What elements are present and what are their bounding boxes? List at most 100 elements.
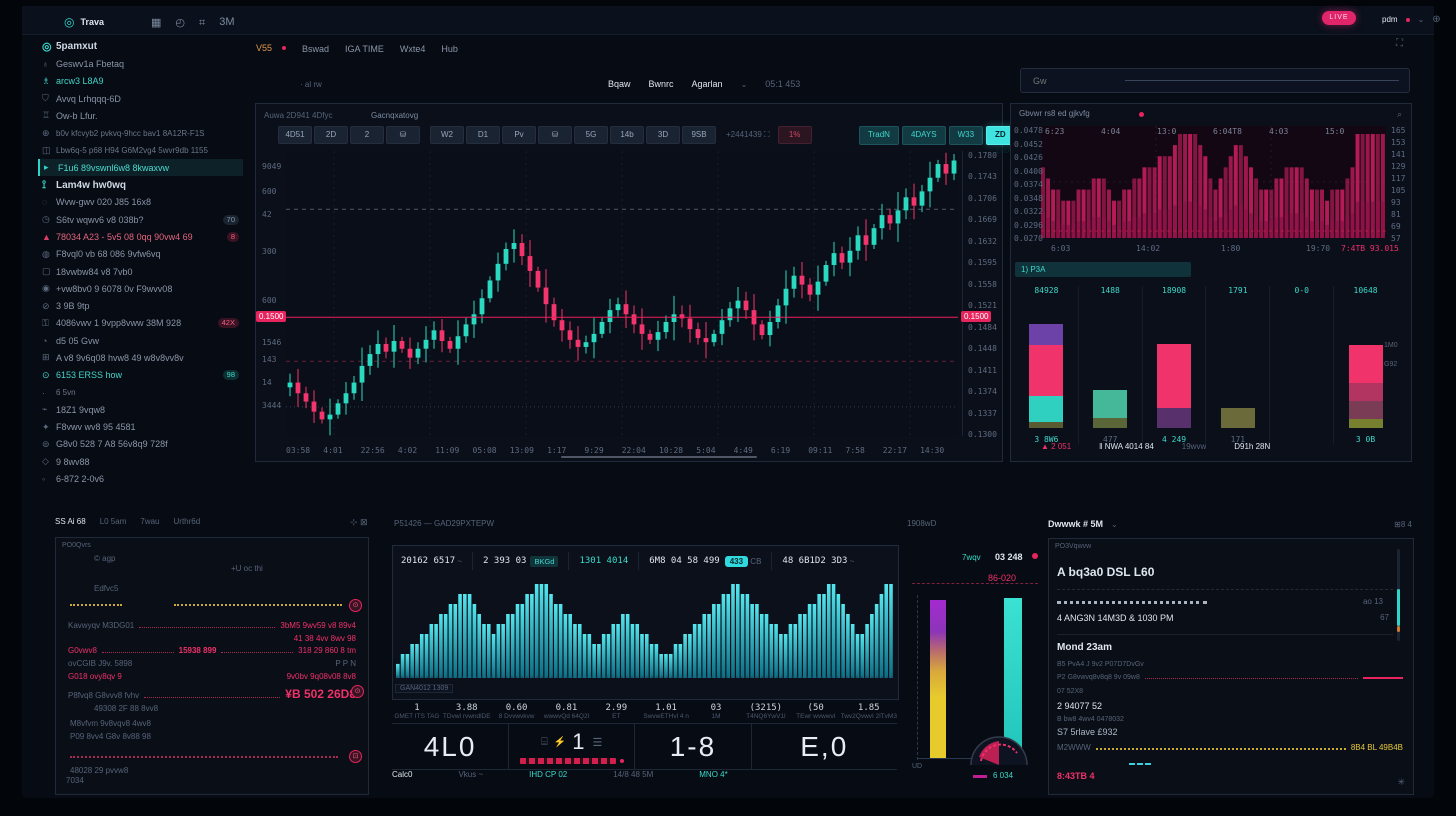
feed-item-9[interactable]: S7 5rlave £932 xyxy=(1057,727,1118,737)
breadcrumb-tab-1[interactable]: Bswad xyxy=(302,44,330,54)
sidebar-item[interactable]: ◦ 6-872 2-0v6 xyxy=(38,470,243,487)
sidebar-item[interactable]: ⊞ A v8 9v6q08 hvw8 49 w8v8vv8v xyxy=(38,349,243,366)
sidebar-item[interactable]: ♁ Geswv1a Fbetaq xyxy=(38,55,243,72)
links-caret-icon[interactable]: ⌄ xyxy=(740,79,748,89)
feed-item-7[interactable]: 2 94077 52 xyxy=(1057,701,1103,711)
sidebar-item[interactable]: ♗ arcw3 L8A9 xyxy=(38,73,243,90)
timeframe-button[interactable]: ⛁ xyxy=(386,126,420,144)
link-3[interactable]: Agarlan xyxy=(691,79,723,89)
apps-icon[interactable]: ▦ xyxy=(151,17,162,29)
timeframe-button[interactable]: Pv xyxy=(502,126,536,144)
feed-corner[interactable]: ⊞8 4 xyxy=(1394,519,1412,529)
alloc-column-2[interactable]: 1488 477 xyxy=(1077,286,1142,444)
volume-footer-item[interactable]: Vkus ~ xyxy=(458,770,484,779)
depth-chart[interactable] xyxy=(1041,126,1386,238)
timeframe-button[interactable]: 4D51 xyxy=(278,126,312,144)
sidebar-item[interactable]: ◉ +vw8bv0 9 6078 0v F9wvv08 xyxy=(38,280,243,297)
allocation-chart[interactable]: 84928 3 8W6 1488 477 18908 4 249 1791 171 0-0 106… xyxy=(1015,286,1397,444)
range-button[interactable]: TradN xyxy=(859,126,899,145)
user-name[interactable]: pdm xyxy=(1382,15,1398,24)
log-badge-2[interactable]: ⊙ xyxy=(351,685,364,698)
topbar-nav-label[interactable]: 3M xyxy=(219,16,235,28)
expand-icon[interactable]: ⛶ xyxy=(1396,38,1403,49)
log-d-icons[interactable]: P P N xyxy=(335,659,356,668)
log-corner-icons[interactable]: ⊹ ⊠ xyxy=(350,517,368,527)
timeframe-button[interactable]: 9SB xyxy=(682,126,716,144)
alert-button[interactable]: 1% xyxy=(777,126,812,144)
breadcrumb-tab-2[interactable]: IGA TIME xyxy=(345,44,384,54)
search-input[interactable] xyxy=(1031,74,1095,87)
sidebar-item[interactable]: ⊕ b0v kfcvyb2 pvkvq-9hcc bav1 8A12R-F1S xyxy=(38,124,243,141)
volume-footer-item[interactable]: IHD CP 02 xyxy=(529,770,568,779)
volume-footer-item[interactable]: 14/8 48 5M xyxy=(613,770,654,779)
grid-icon[interactable]: ⌗ xyxy=(199,17,206,29)
caret-down-icon[interactable]: ⌄ xyxy=(1417,15,1425,24)
sidebar-item[interactable]: ◎ 5pamxut xyxy=(38,38,243,55)
sidebar-item[interactable]: ⌁ 18Z1 9vqw8 xyxy=(38,401,243,418)
alloc-column-3[interactable]: 18908 4 249 xyxy=(1141,286,1206,444)
log-badge-1[interactable]: ⊙ xyxy=(349,599,362,612)
link-1[interactable]: Bqaw xyxy=(608,79,631,89)
link-2[interactable]: Bwnrc xyxy=(648,79,674,89)
stat-badge[interactable]: 433 xyxy=(724,555,749,567)
sidebar-item[interactable]: ◔ d5 05 Gvw xyxy=(38,332,243,349)
feed-item-11[interactable]: 8:43TB 4 xyxy=(1057,771,1095,781)
log-tab-4[interactable]: Urthr6d xyxy=(173,517,201,526)
candlestick-chart[interactable] xyxy=(286,151,958,436)
sidebar-item[interactable]: ◷ S6tv wqwv6 v8 038b? 70 xyxy=(38,211,243,228)
ticker-label[interactable]: V55 xyxy=(256,43,273,53)
sidebar-item[interactable]: ⊙ 6153 ERSS how 98 xyxy=(38,367,243,384)
timeframe-button[interactable]: ⛁ xyxy=(538,126,572,144)
history-icon[interactable]: ◴ xyxy=(175,17,186,29)
sidebar-item[interactable]: ◫ Lbw6q-5 p68 H94 G6M2vg4 5wvr9db 1155 xyxy=(38,142,243,159)
alloc-column-6[interactable]: 10648 3 0B xyxy=(1333,286,1397,444)
sidebar-item[interactable]: ⛉ Avvq Lrhqqq-6D xyxy=(38,90,243,107)
timeframe-button[interactable]: 2D xyxy=(314,126,348,144)
timeframe-button[interactable]: 5G xyxy=(574,126,608,144)
price-axis[interactable]: 0.1780 0.1743 0.1706 0.1669 0.1632 0.1595 0.15… xyxy=(962,151,1001,439)
sidebar-item[interactable]: ▢ 18vwbw84 v8 7vb0 xyxy=(38,263,243,280)
volume-footer-item[interactable]: Calc0 xyxy=(392,770,413,779)
timeframe-button[interactable]: D1 xyxy=(466,126,500,144)
log-tab-2[interactable]: L0 5am xyxy=(99,517,127,526)
feed-item-3[interactable]: Mond 23am xyxy=(1057,642,1113,653)
sidebar-item[interactable]: ◌ Wvw-gwv 020 J85 16x8 xyxy=(38,194,243,211)
depth-strip-button[interactable]: 1) P3A xyxy=(1015,262,1191,277)
feed-corner-icon[interactable]: ✳ xyxy=(1397,777,1405,787)
range-button[interactable]: W33 xyxy=(948,126,984,145)
timeframe-button[interactable]: 2 xyxy=(350,126,384,144)
sidebar-item[interactable]: ⊜ G8v0 528 7 A8 56v8q9 728f xyxy=(38,436,243,453)
search-box[interactable] xyxy=(1020,68,1410,93)
breadcrumb-tab-3[interactable]: Wxte4 xyxy=(399,44,426,54)
alloc-column-5[interactable]: 0-0 xyxy=(1269,286,1333,444)
feed-scrollbar-thumb[interactable] xyxy=(1397,589,1400,626)
breadcrumb-tab-4[interactable]: Hub xyxy=(441,44,458,54)
sidebar-item[interactable]: ▸ F1u6 89vswnl6w8 8kwaxvw xyxy=(38,159,243,177)
globe-icon[interactable]: ⊕ xyxy=(1432,14,1441,25)
toolbar-extra[interactable]: +2441439 ⛶ xyxy=(726,130,770,139)
sidebar-item[interactable]: ⚿ 4086vwv 1 9vpp8vww 38M 928 42X xyxy=(38,315,243,332)
range-button[interactable]: 4DAYS xyxy=(901,126,946,145)
sidebar-item[interactable]: · 6 5vn xyxy=(38,384,243,401)
alloc-column-1[interactable]: 84928 3 8W6 xyxy=(1015,286,1078,444)
timeframe-button[interactable]: W2 xyxy=(430,126,464,144)
feed-caret-icon[interactable]: ⌄ xyxy=(1111,519,1118,529)
sidebar-item[interactable]: ✦ F8vwv wv8 95 4581 xyxy=(38,419,243,436)
time-axis[interactable]: 03:58 4:01 22:56 4:02 11:09 05:08 13:09 1:17 9:2… xyxy=(286,444,958,456)
log-tab-3[interactable]: 7wau xyxy=(140,517,160,526)
feed-title[interactable]: Dwwwk # 5M xyxy=(1048,519,1104,529)
sidebar-item[interactable]: ⊘ 3 9B 9tp xyxy=(38,297,243,314)
chart-scrollbar[interactable] xyxy=(561,456,757,458)
sidebar-item[interactable]: ♖ Ow-b Lfur. xyxy=(38,107,243,124)
log-tab-1[interactable]: SS Ai 68 xyxy=(55,517,86,526)
volume-footer-item[interactable]: MNO 4* xyxy=(699,770,728,779)
log-badge-3[interactable]: ⊡ xyxy=(349,750,362,763)
feed-item-title[interactable]: A bq3a0 DSL L60 xyxy=(1057,565,1155,579)
sidebar-item[interactable]: ⟟ Lam4w hw0wq xyxy=(38,176,243,193)
alloc-column-4[interactable]: 1791 171 xyxy=(1205,286,1269,444)
sidebar-item[interactable]: ▲ 78034 A23 - 5v5 08 0qq 90vw4 69 8 xyxy=(38,228,243,245)
depth-corner-icon[interactable]: ⌕ xyxy=(1397,109,1403,119)
sidebar-item[interactable]: ◇ 9 8wv88 xyxy=(38,453,243,470)
timeframe-button[interactable]: 14b xyxy=(610,126,644,144)
feed-item-2[interactable]: 4 ANG3N 14M3D & 1030 PM xyxy=(1057,613,1174,623)
